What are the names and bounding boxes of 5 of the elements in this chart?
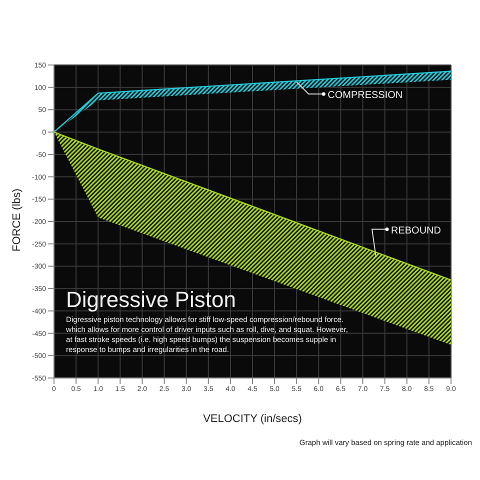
x-axis-title: VELOCITY (in/secs) — [203, 413, 302, 425]
annotation: REBOUND — [391, 225, 442, 236]
annotation: COMPRESSION — [328, 90, 403, 101]
y-axis-title: FORCE (lbs) — [10, 188, 23, 252]
text: Digressive Piston — [66, 287, 237, 312]
